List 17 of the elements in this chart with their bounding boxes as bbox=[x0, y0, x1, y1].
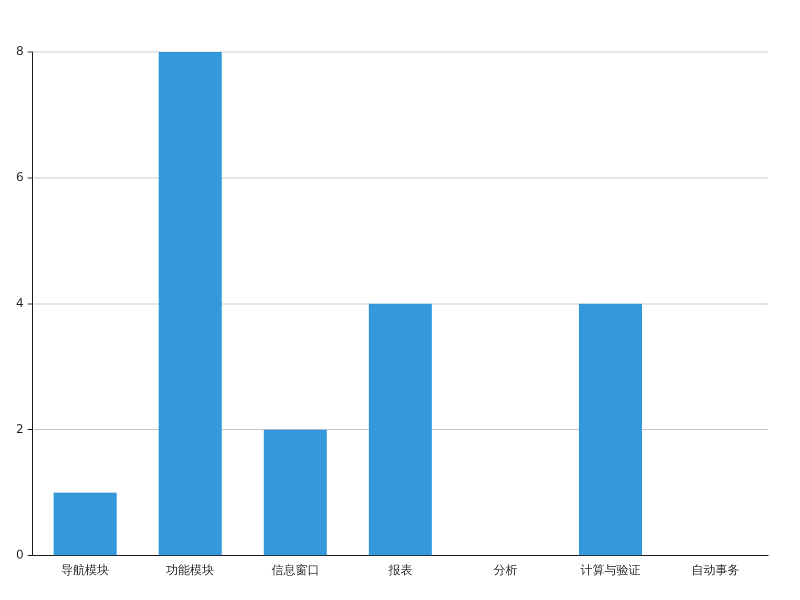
bar bbox=[158, 52, 222, 556]
x-tick-label: 功能模块 bbox=[166, 562, 214, 577]
y-tick-label: 8 bbox=[16, 44, 24, 58]
bar bbox=[368, 304, 432, 556]
y-tick-label: 0 bbox=[16, 548, 24, 562]
y-tick-label: 2 bbox=[16, 422, 24, 436]
bar bbox=[578, 304, 642, 556]
x-tick-label: 信息窗口 bbox=[271, 562, 320, 577]
x-tick-label: 计算与验证 bbox=[580, 562, 640, 577]
x-tick-label: 分析 bbox=[493, 562, 518, 577]
bar bbox=[54, 492, 117, 556]
bar bbox=[264, 430, 327, 556]
x-tick-label: 自动事务 bbox=[691, 562, 740, 577]
y-tick-label: 6 bbox=[16, 170, 24, 184]
x-tick-label: 导航模块 bbox=[61, 562, 110, 577]
y-tick-label: 4 bbox=[16, 296, 24, 310]
x-tick-label: 报表 bbox=[387, 562, 412, 577]
